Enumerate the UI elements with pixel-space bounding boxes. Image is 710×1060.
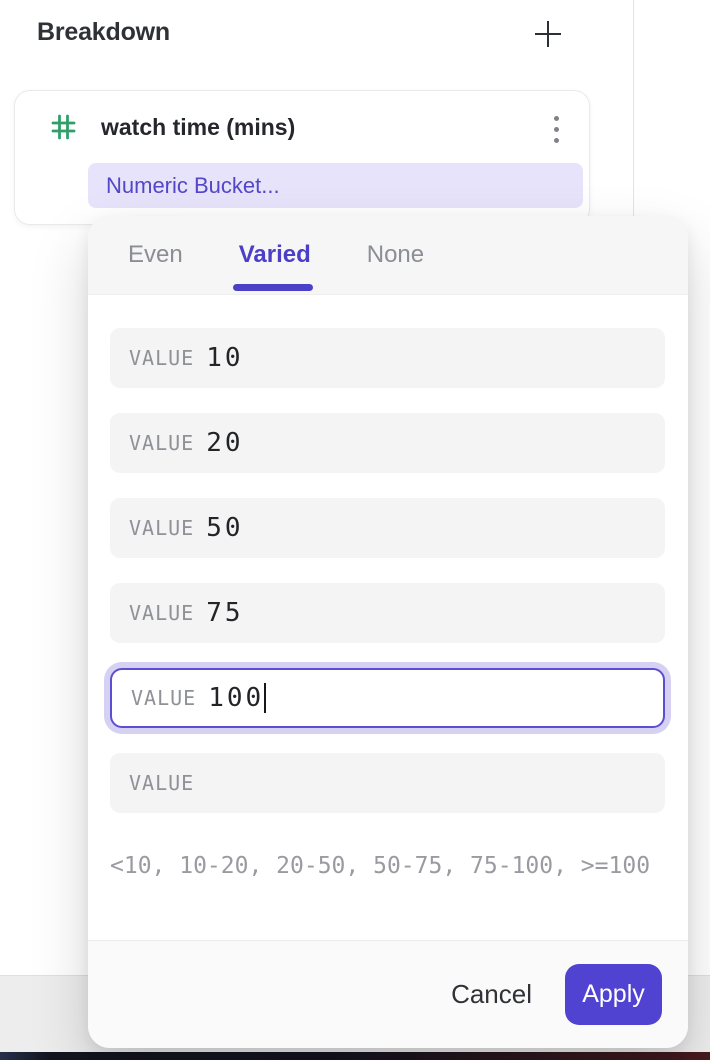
value-row[interactable]: VALUE 10 bbox=[110, 328, 665, 388]
value-row-label: VALUE bbox=[129, 771, 195, 795]
plus-icon bbox=[547, 21, 549, 47]
chart-edge-strip bbox=[0, 1052, 710, 1060]
value-row[interactable]: VALUE 20 bbox=[110, 413, 665, 473]
add-breakdown-button[interactable] bbox=[530, 16, 566, 52]
value-row-label: VALUE bbox=[129, 431, 195, 455]
kebab-icon bbox=[553, 115, 559, 121]
bucket-values-list: VALUE 10 VALUE 20 VALUE 50 VALUE 75 VALU… bbox=[88, 328, 688, 883]
kebab-icon bbox=[553, 137, 559, 143]
value-row-empty[interactable]: VALUE bbox=[110, 753, 665, 813]
numeric-bucket-pill[interactable]: Numeric Bucket... bbox=[88, 163, 583, 208]
bucket-mode-tabs: Even Varied None bbox=[88, 216, 688, 295]
value-input[interactable]: 20 bbox=[206, 428, 244, 458]
text-cursor bbox=[264, 683, 267, 713]
tab-none[interactable]: None bbox=[366, 241, 425, 268]
value-row-label: VALUE bbox=[129, 346, 195, 370]
value-row-label: VALUE bbox=[129, 601, 195, 625]
value-input[interactable]: 10 bbox=[206, 343, 244, 373]
value-row[interactable]: VALUE 50 bbox=[110, 498, 665, 558]
tab-varied[interactable]: Varied bbox=[238, 241, 311, 268]
numeric-bucket-label: Numeric Bucket... bbox=[106, 172, 280, 198]
tab-even[interactable]: Even bbox=[128, 241, 183, 268]
apply-button[interactable]: Apply bbox=[565, 964, 662, 1025]
value-input[interactable]: 100 bbox=[208, 683, 265, 713]
breakdown-field-card[interactable]: watch time (mins) Numeric Bucket... bbox=[14, 90, 590, 225]
field-title: watch time (mins) bbox=[101, 114, 296, 140]
value-row-focused[interactable]: VALUE 100 bbox=[110, 668, 665, 728]
numeric-bucket-popup: Even Varied None VALUE 10 VALUE 20 VALUE… bbox=[88, 216, 688, 1048]
kebab-menu-button[interactable] bbox=[543, 109, 569, 149]
value-input[interactable]: 75 bbox=[206, 598, 244, 628]
kebab-icon bbox=[553, 126, 559, 132]
bucket-summary: <10, 10-20, 20-50, 50-75, 75-100, >=100 bbox=[110, 853, 651, 879]
value-row[interactable]: VALUE 75 bbox=[110, 583, 665, 643]
cancel-button[interactable]: Cancel bbox=[451, 979, 532, 1009]
value-row-label: VALUE bbox=[129, 516, 195, 540]
hash-icon bbox=[49, 111, 77, 148]
active-tab-underline bbox=[233, 284, 313, 291]
value-input[interactable]: 50 bbox=[206, 513, 244, 543]
page-title: Breakdown bbox=[37, 18, 170, 46]
popup-footer: Cancel Apply bbox=[88, 940, 688, 1048]
value-row-label: VALUE bbox=[131, 686, 197, 710]
